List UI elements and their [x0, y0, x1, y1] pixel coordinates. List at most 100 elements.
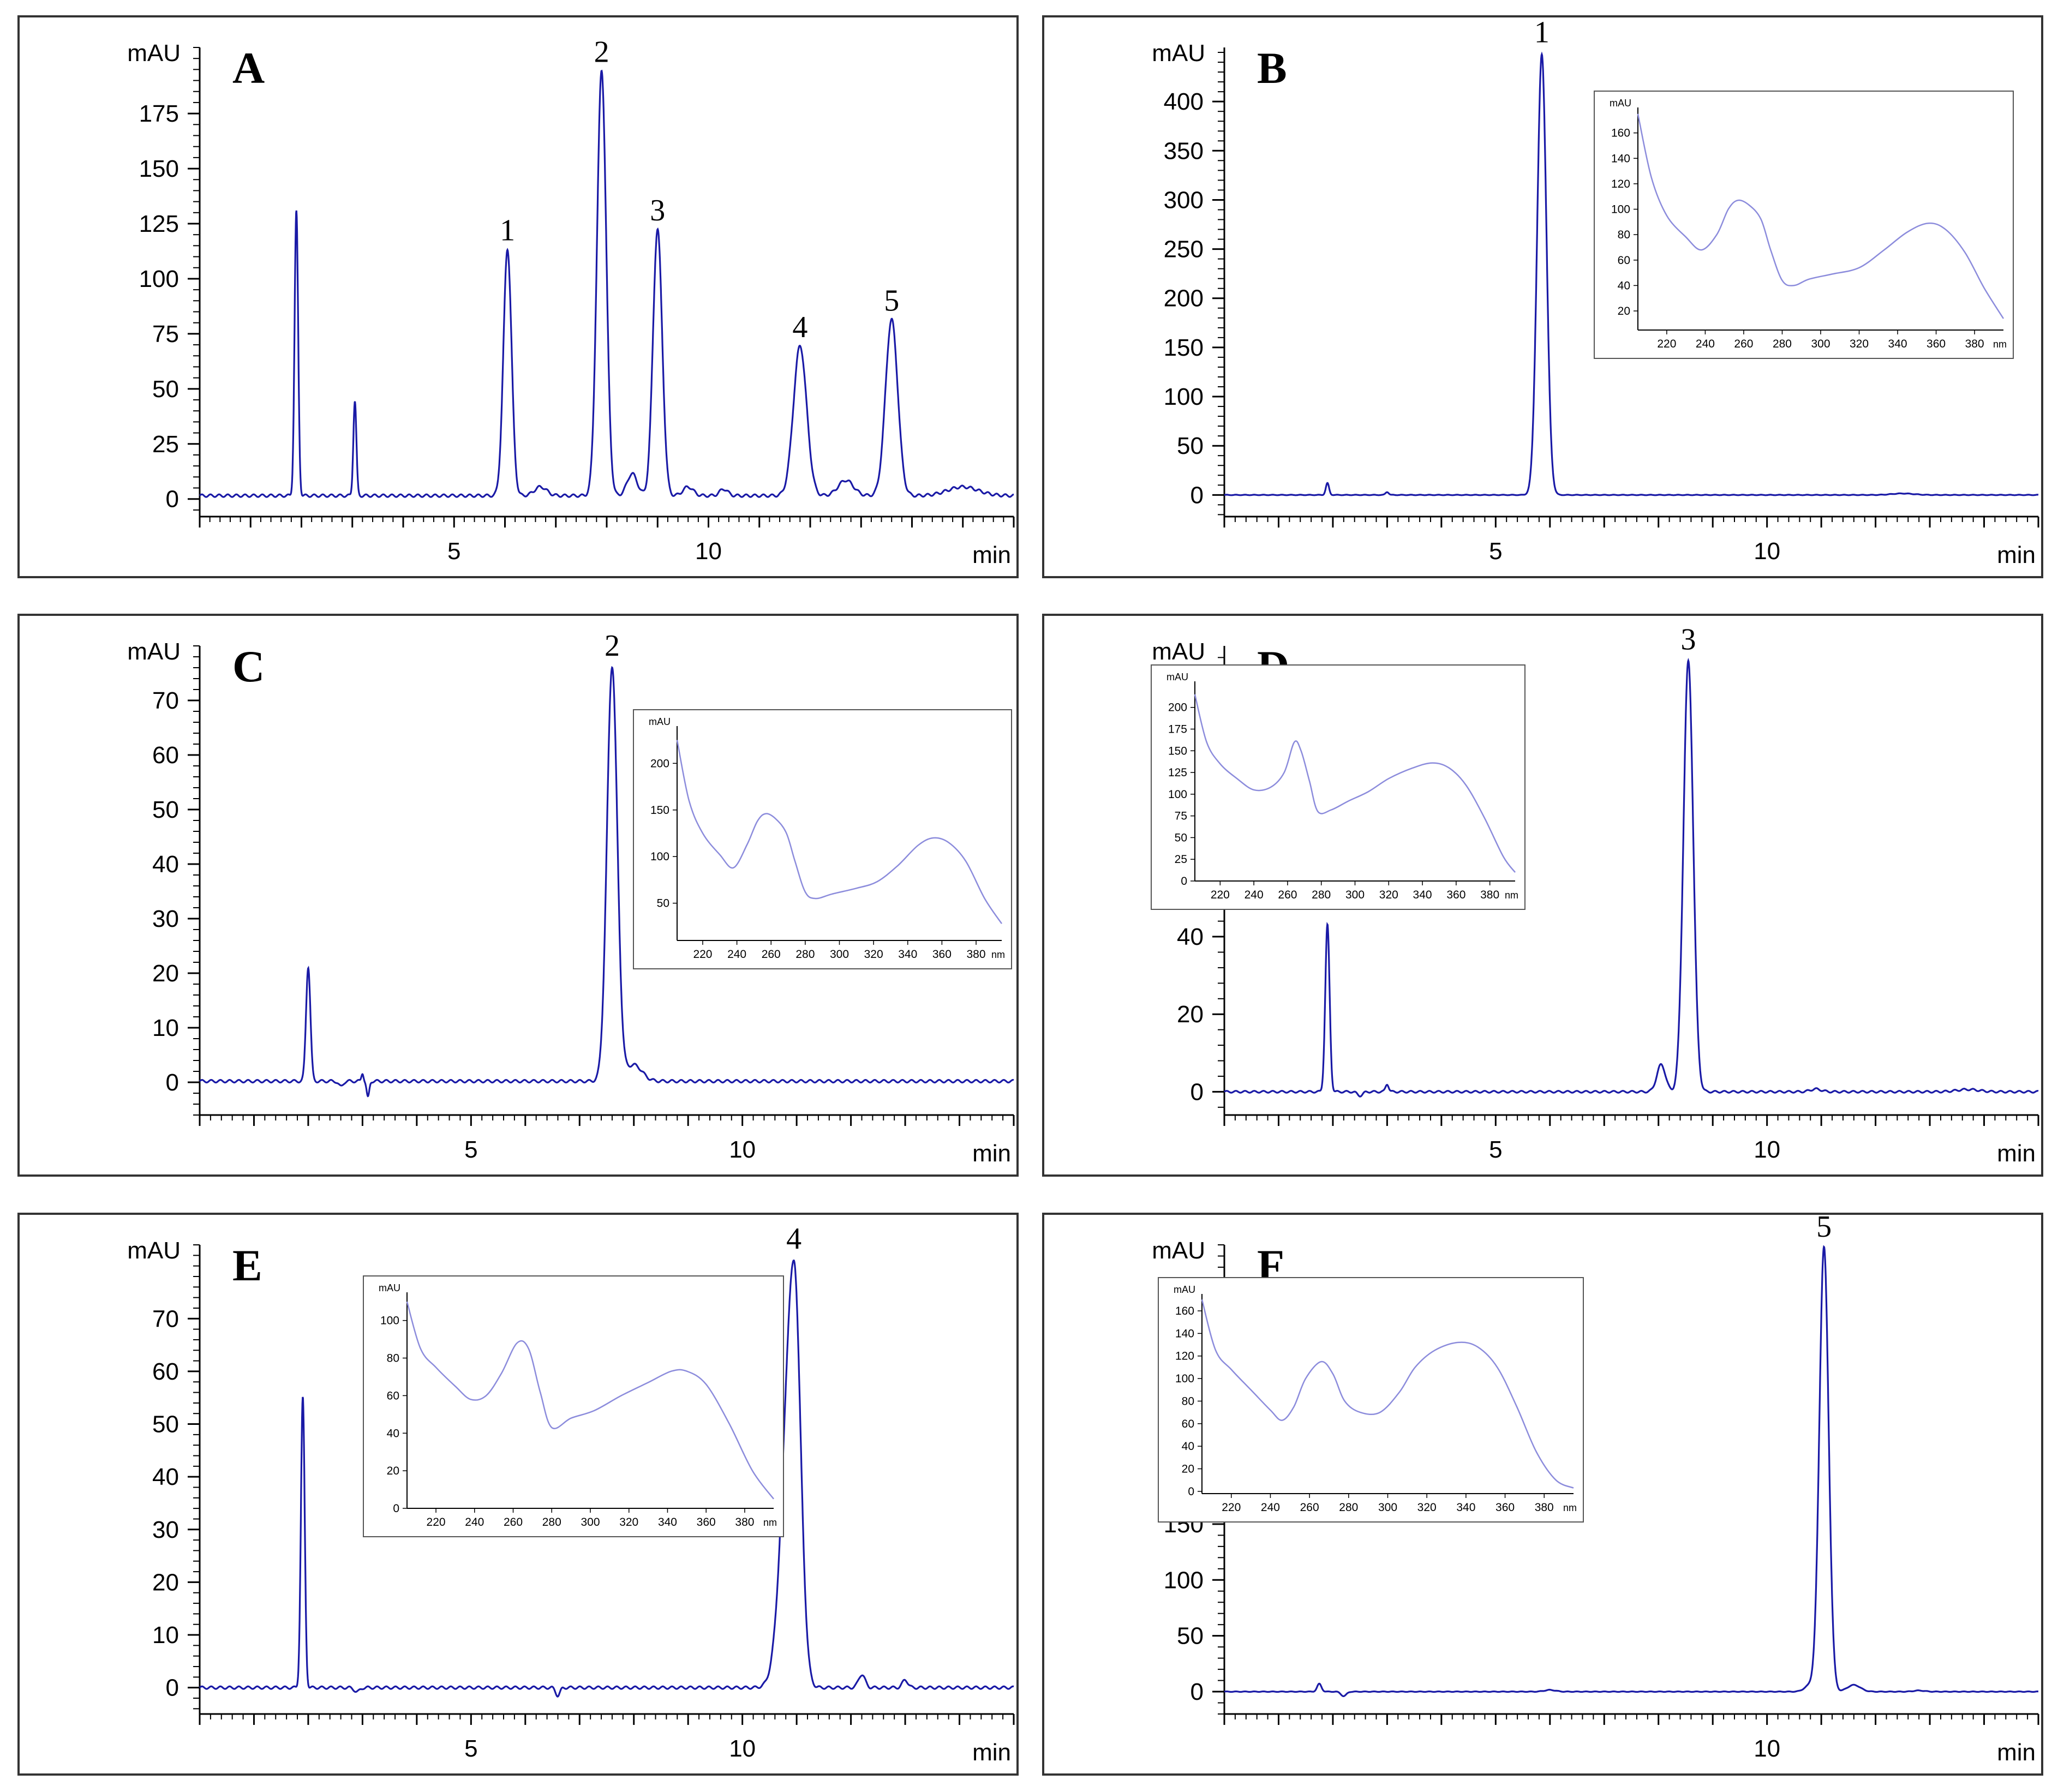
inset-y-tick-label: 60: [1182, 1418, 1194, 1430]
y-axis-unit-label: mAU: [1152, 1237, 1205, 1264]
inset-y-tick-label: 0: [1188, 1485, 1194, 1498]
inset-y-tick-label: 175: [1168, 723, 1187, 736]
inset-x-tick-label: 340: [658, 1516, 677, 1529]
y-tick-label: 175: [139, 100, 179, 127]
inset-y-tick-label: 20: [387, 1465, 399, 1477]
uv-spectrum-line: [406, 1301, 774, 1500]
inset-x-tick-label: 220: [1211, 889, 1230, 901]
y-tick-label: 250: [1164, 236, 1204, 263]
inset-y-unit-label: mAU: [1610, 98, 1631, 109]
chart-panel-d: 020406080100510mAUminD302550751001251501…: [1042, 614, 2043, 1177]
inset-y-tick-label: 100: [1175, 1373, 1194, 1385]
inset-x-tick-label: 340: [1456, 1501, 1475, 1514]
y-tick-label: 20: [152, 960, 179, 987]
chromatogram-trace: [199, 1259, 1014, 1698]
inset-y-tick-label: 80: [1182, 1395, 1194, 1407]
inset-y-tick-label: 0: [393, 1502, 399, 1515]
x-tick-label: 10: [1754, 538, 1780, 565]
inset-x-tick-label: 220: [427, 1516, 446, 1529]
x-axis-unit-label: min: [1997, 1140, 2036, 1167]
peak-number-label: 3: [650, 194, 665, 227]
inset-x-tick-label: 280: [795, 948, 815, 961]
x-axis-unit-label: min: [972, 1739, 1011, 1766]
inset-y-tick-label: 80: [1618, 229, 1630, 241]
y-tick-label: 50: [152, 376, 179, 403]
inset-frame: [1151, 664, 1525, 910]
uv-spectrum-line: [1637, 113, 2005, 319]
inset-y-tick-label: 120: [1175, 1350, 1194, 1363]
panel-letter: E: [232, 1240, 262, 1290]
inset-y-tick-label: 60: [387, 1389, 399, 1402]
y-axis-unit-label: mAU: [1152, 638, 1205, 665]
peak-number-label: 4: [792, 310, 807, 344]
inset-x-tick-label: 240: [1261, 1501, 1280, 1514]
y-axis-unit-label: mAU: [127, 40, 181, 67]
y-tick-label: 0: [1190, 482, 1204, 508]
inset-x-tick-label: 340: [1413, 889, 1432, 901]
peak-number-label: 5: [1816, 1215, 1832, 1244]
uv-spectrum-inset: 0 20 40 60 80 100 220 240 260 280 300 320 340 360 380 m…: [363, 1275, 784, 1537]
inset-y-tick-label: 125: [1168, 766, 1187, 779]
y-tick-label: 40: [152, 1464, 179, 1490]
inset-x-tick-label: 380: [1480, 889, 1499, 901]
inset-y-tick-label: 100: [1168, 788, 1187, 801]
y-tick-label: 30: [152, 906, 179, 932]
y-tick-label: 300: [1164, 187, 1204, 213]
inset-y-tick-label: 150: [1168, 745, 1187, 757]
inset-y-unit-label: mAU: [1166, 672, 1188, 682]
inset-y-tick-label: 50: [1175, 831, 1187, 844]
y-tick-label: 0: [166, 486, 179, 513]
inset-y-tick-label: 20: [1182, 1463, 1194, 1476]
inset-x-unit-label: nm: [991, 949, 1005, 960]
chromatogram-trace: [199, 666, 1014, 1098]
inset-x-tick-label: 320: [864, 948, 883, 961]
chart-panel-e: 0 10 20 30 40 50 60 70 5 10 mAU min E 4 0 20 40 60 80 100 22…: [17, 1213, 1019, 1776]
inset-y-tick-label: 140: [1175, 1327, 1194, 1340]
inset-x-tick-label: 280: [1339, 1501, 1358, 1514]
y-tick-label: 50: [152, 1411, 179, 1438]
inset-y-tick-label: 40: [1618, 279, 1630, 292]
chromatogram-plot-f: 05010015020025030035010mAUminF5020406080…: [1152, 1215, 2039, 1766]
axes-e: 0 10 20 30 40 50 60 70 5 10 mAU min E: [127, 1237, 1015, 1766]
inset-y-tick-label: 75: [1175, 810, 1187, 823]
uv-spectrum-line: [676, 740, 1003, 924]
peak-number-label: 3: [1680, 622, 1696, 656]
axes-a: 0 25 50 75 100 125 150 175 5 10 mAU min A: [127, 40, 1015, 568]
inset-x-tick-label: 240: [465, 1516, 484, 1529]
y-tick-label: 0: [1190, 1078, 1204, 1105]
y-tick-label: 20: [152, 1569, 179, 1596]
x-tick-label: 5: [464, 1136, 477, 1163]
inset-x-tick-label: 360: [1927, 338, 1946, 350]
peak-number-label: 2: [594, 35, 609, 69]
inset-y-tick-label: 100: [650, 850, 669, 863]
y-tick-label: 50: [1177, 1623, 1204, 1650]
inset-y-tick-label: 40: [1182, 1440, 1194, 1453]
inset-y-tick-label: 40: [387, 1427, 399, 1440]
chart-panel-c: 0 10 20 30 40 50 60 70 5 10 mAU min C 2 50 100 150 200 220…: [17, 614, 1019, 1177]
inset-y-tick-label: 120: [1611, 178, 1630, 190]
uv-spectrum-inset: 20 40 60 80 100 120 140 160 220 240 260 280 300 320 34…: [1594, 91, 2014, 359]
x-tick-label: 5: [1489, 1136, 1502, 1163]
x-axis-unit-label: min: [972, 1140, 1011, 1167]
inset-x-tick-label: 340: [1888, 338, 1907, 350]
y-tick-label: 60: [152, 742, 179, 769]
inset-x-tick-label: 260: [1278, 889, 1297, 901]
y-tick-label: 400: [1164, 88, 1204, 115]
axes-c: 0 10 20 30 40 50 60 70 5 10 mAU min C: [127, 638, 1015, 1167]
inset-frame: [1158, 1277, 1584, 1523]
inset-y-tick-label: 0: [1181, 875, 1187, 888]
y-tick-label: 200: [1164, 285, 1204, 312]
uv-spectrum-line: [1194, 694, 1516, 873]
inset-x-tick-label: 220: [1657, 338, 1676, 350]
inset-y-tick-label: 100: [380, 1315, 399, 1327]
x-tick-label: 10: [1754, 1735, 1780, 1762]
axes-b: 0 50 100 150 200 250 300 350 400 5 10 mAU min B: [1152, 40, 2039, 568]
y-tick-label: 50: [152, 796, 179, 823]
inset-x-tick-label: 380: [1535, 1501, 1554, 1514]
inset-x-tick-label: 320: [1417, 1501, 1437, 1514]
inset-y-tick-label: 80: [387, 1352, 399, 1365]
inset-x-tick-label: 260: [1300, 1501, 1319, 1514]
peak-number-label: 4: [786, 1222, 801, 1256]
inset-x-tick-label: 280: [542, 1516, 561, 1529]
